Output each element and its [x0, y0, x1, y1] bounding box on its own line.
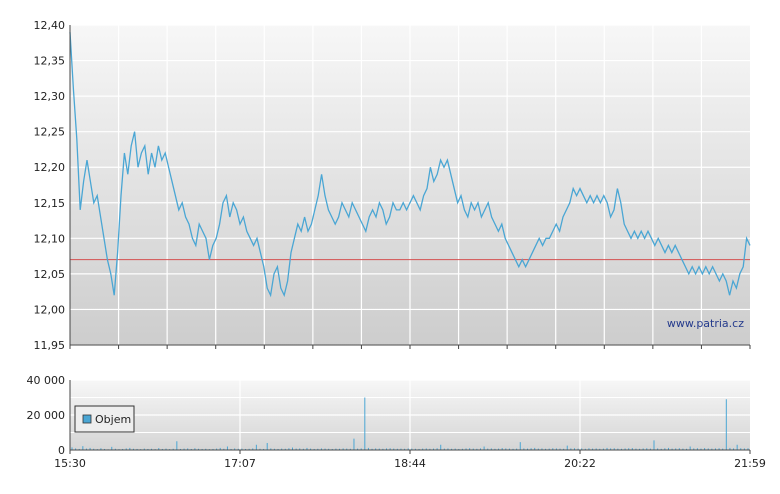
legend-label: Objem: [95, 413, 131, 426]
watermark: www.patria.cz: [667, 317, 744, 330]
price-x-ticks: [69, 345, 751, 349]
price-y-tick-label: 12,15: [34, 197, 66, 210]
price-y-tick-label: 12,35: [34, 55, 66, 68]
price-y-axis: 12,40 12,35 12,30 12,25 12,20 12,15 12,10 12,05…: [34, 19, 66, 352]
price-y-tick-label: 12,05: [34, 268, 66, 281]
legend-swatch: [82, 414, 92, 424]
x-tick-label: 17:07: [224, 457, 256, 470]
volume-y-tick-label: 20 000: [27, 409, 66, 422]
price-y-tick-label: 12,00: [34, 303, 66, 316]
volume-y-tick-label: 0: [58, 444, 65, 457]
price-y-tick-label: 12,40: [34, 19, 66, 32]
price-y-tick-label: 12,10: [34, 232, 66, 245]
price-y-tick-label: 12,30: [34, 90, 66, 103]
price-series-line: [69, 32, 751, 298]
x-tick-label: 15:30: [54, 457, 86, 470]
price-y-tick-label: 11,95: [34, 339, 66, 352]
x-tick-label: 18:44: [394, 457, 426, 470]
price-y-tick-label: 12,20: [34, 161, 66, 174]
volume-x-axis: 15:30 17:07 18:44 20:22 21:59: [54, 450, 766, 470]
volume-y-axis: 40 000 20 000 0: [27, 374, 66, 457]
volume-y-tick-label: 40 000: [27, 374, 66, 387]
volume-legend: Objem: [74, 405, 135, 433]
x-tick-label: 21:59: [734, 457, 766, 470]
x-tick-label: 20:22: [564, 457, 596, 470]
price-y-tick-label: 12,25: [34, 126, 66, 139]
